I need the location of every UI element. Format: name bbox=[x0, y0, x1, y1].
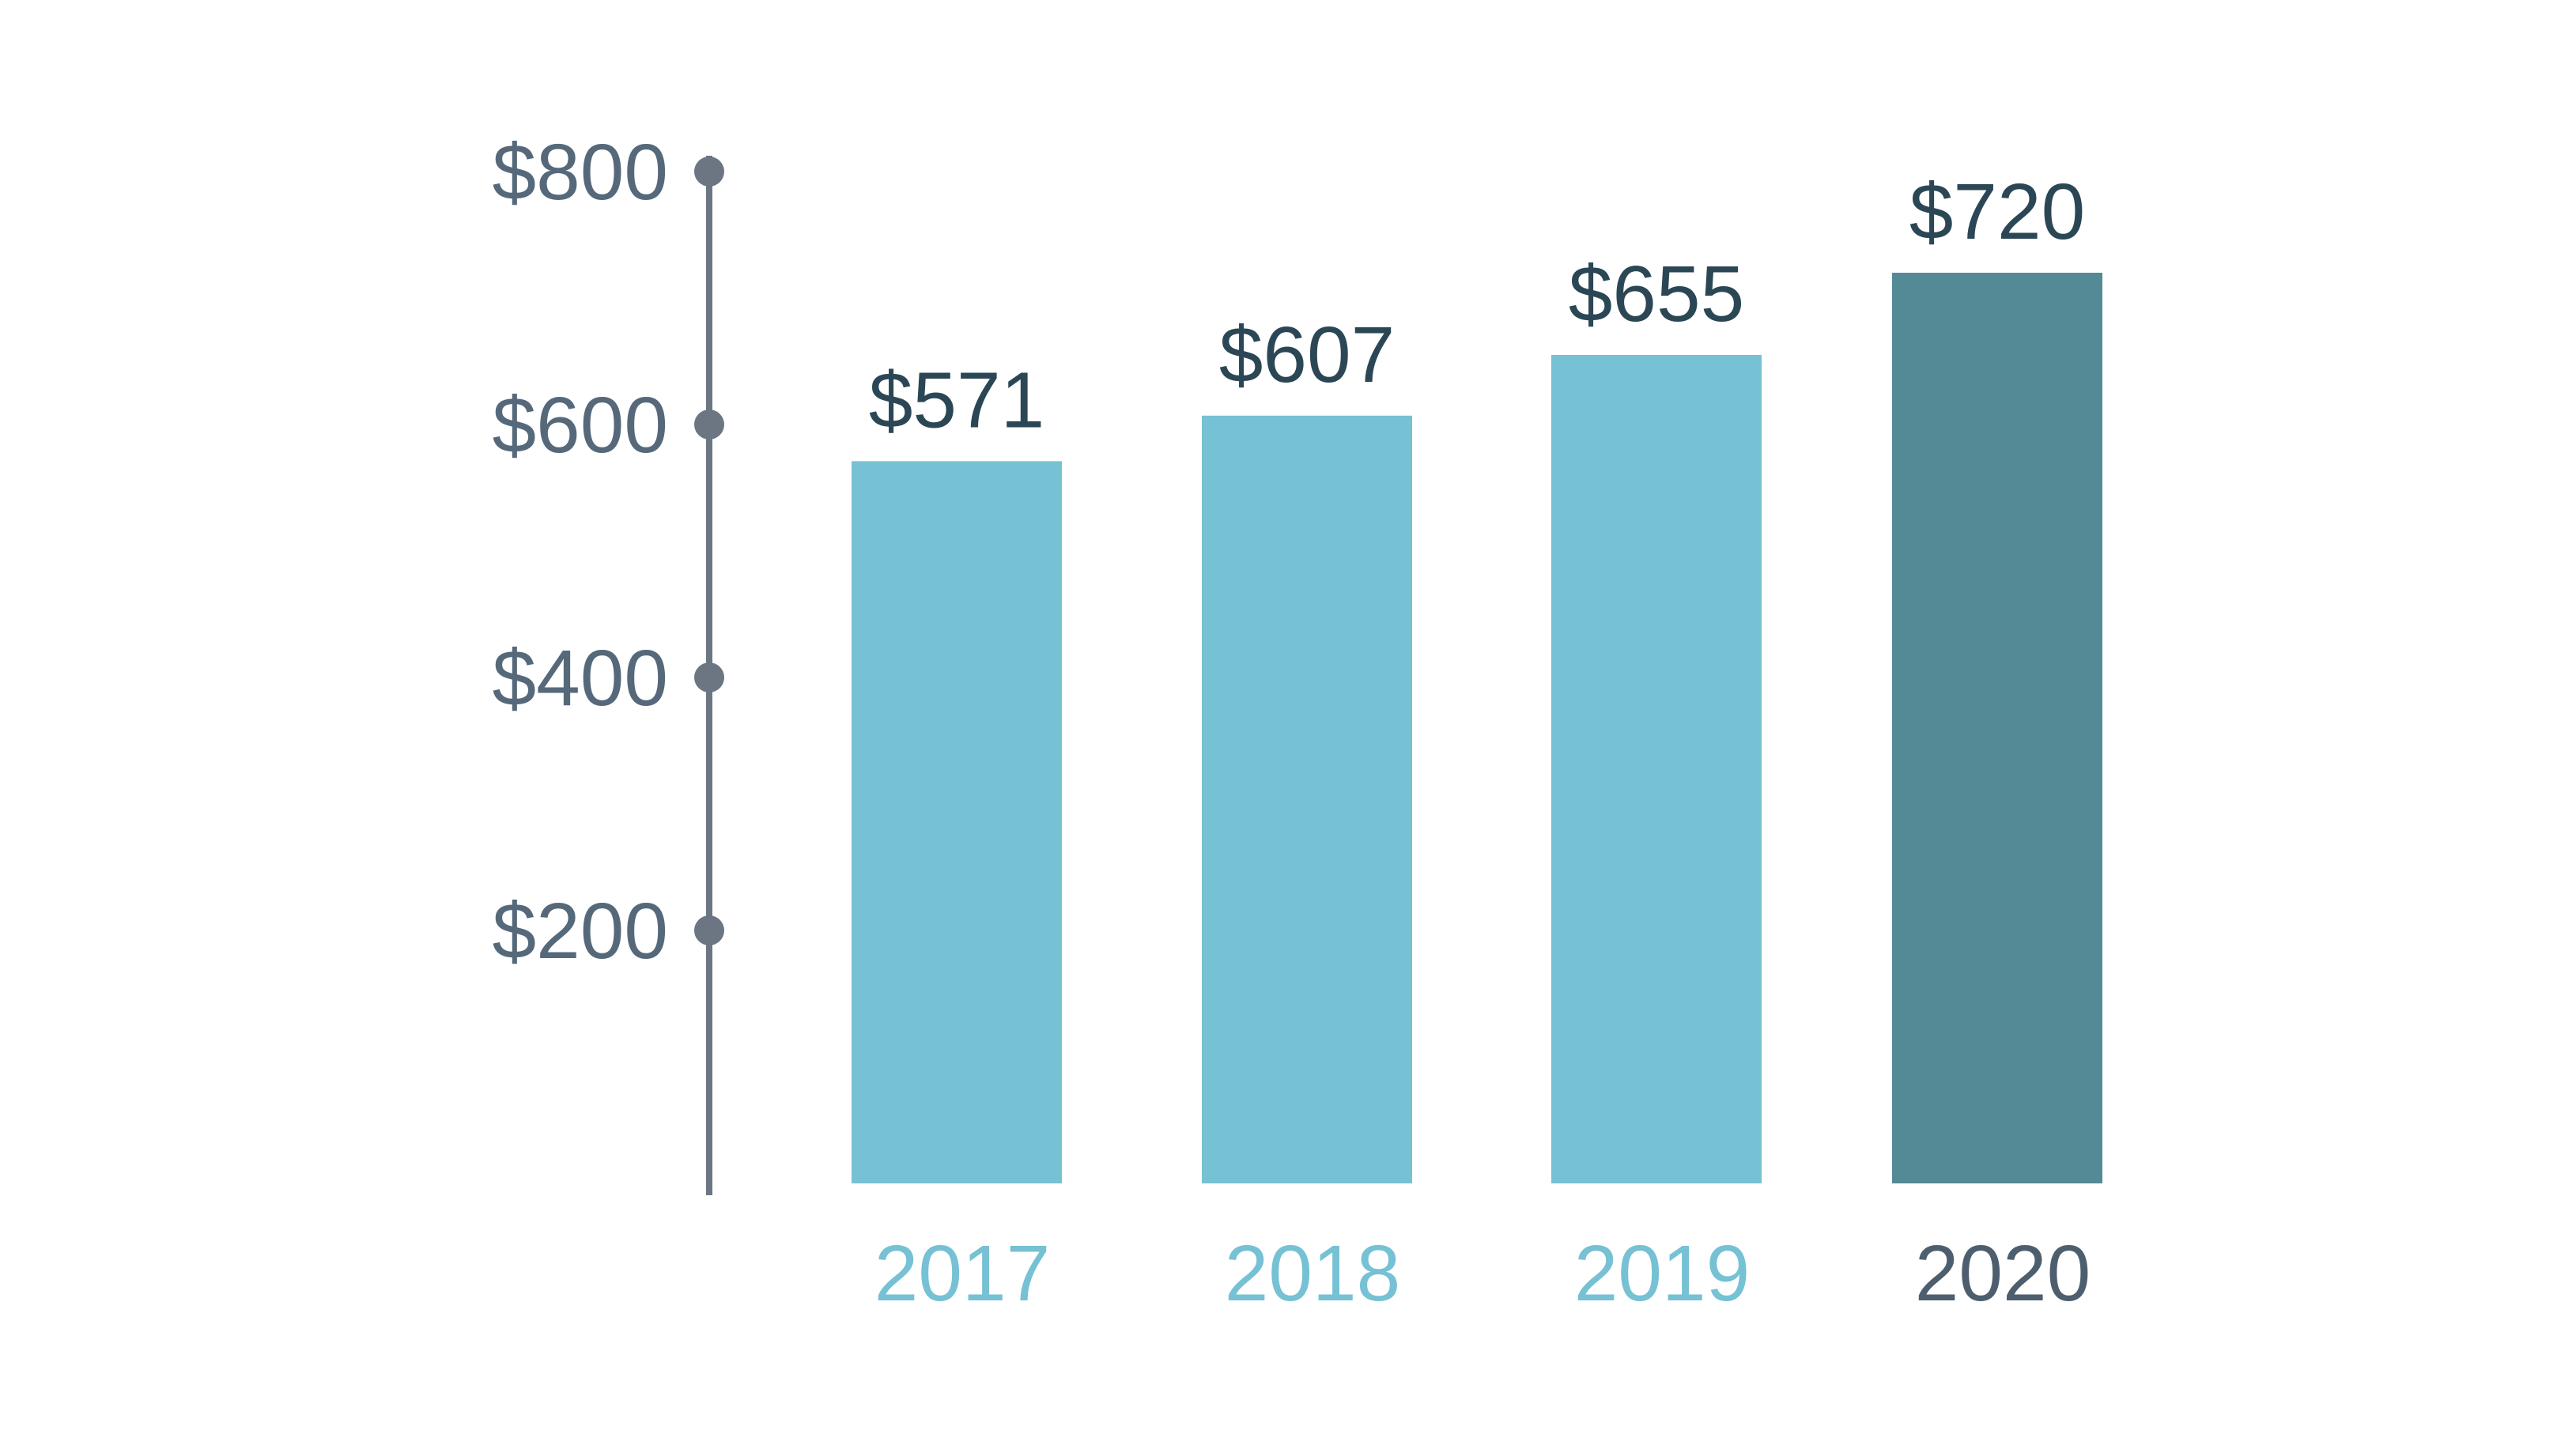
bar-2020 bbox=[1892, 273, 2102, 1183]
value-label-2019: $655 bbox=[1569, 250, 1744, 338]
value-label-2017: $571 bbox=[869, 356, 1044, 444]
bars bbox=[852, 273, 2102, 1183]
bar-2018 bbox=[1202, 415, 1412, 1183]
value-labels: $571 $607 $655 $720 bbox=[869, 168, 2085, 444]
category-label-2017: 2017 bbox=[874, 1229, 1050, 1318]
y-tick-label: $400 bbox=[493, 634, 668, 723]
category-label-2020: 2020 bbox=[1915, 1229, 2091, 1318]
y-tick-label: $800 bbox=[493, 128, 668, 217]
y-tick-dot bbox=[694, 157, 724, 187]
value-label-2018: $607 bbox=[1219, 311, 1395, 399]
y-tick-dot bbox=[694, 409, 724, 440]
category-label-2018: 2018 bbox=[1225, 1229, 1400, 1318]
bar-2019 bbox=[1551, 355, 1762, 1183]
y-tick-dot bbox=[694, 915, 724, 945]
y-tick-dot bbox=[694, 662, 724, 692]
y-tick-label: $200 bbox=[493, 887, 668, 975]
y-axis-ticks: $200 $400 $600 $800 bbox=[493, 128, 724, 975]
category-labels: 2017 2018 2019 2020 bbox=[874, 1229, 2091, 1318]
category-label-2019: 2019 bbox=[1574, 1229, 1750, 1318]
value-label-2020: $720 bbox=[1909, 168, 2085, 256]
bar-2017 bbox=[852, 461, 1062, 1183]
y-tick-label: $600 bbox=[493, 381, 668, 470]
